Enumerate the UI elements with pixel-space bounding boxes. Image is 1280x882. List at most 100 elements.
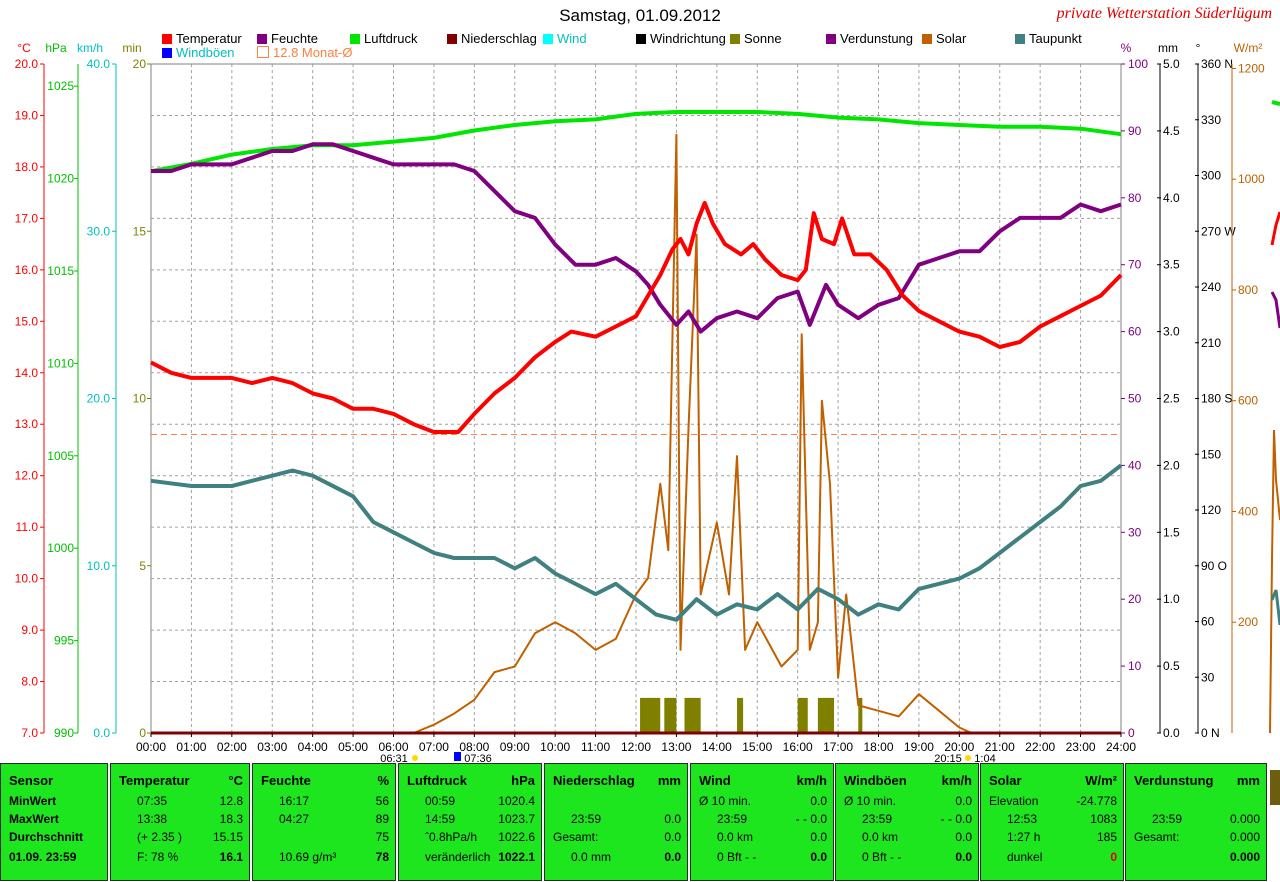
rain-tick-label: 2.0 xyxy=(1163,458,1180,472)
panel-row-value: 0.0 xyxy=(810,794,827,808)
x-tick-label: 16:00 xyxy=(783,740,813,754)
series-taupunkt xyxy=(150,463,1123,622)
panel-row-value: - - 0.0 xyxy=(940,812,972,826)
x-tick-label: 17:00 xyxy=(823,740,853,754)
humidity-tick-label: 70 xyxy=(1128,258,1142,272)
panel-niederschlag-row xyxy=(553,794,681,810)
solar-tick-label: 400 xyxy=(1238,504,1258,518)
x-tick-label: 08:00 xyxy=(459,740,489,754)
temp-unit-label: °C xyxy=(17,41,31,55)
rain-unit-label: mm xyxy=(1158,41,1178,55)
panel-sensor-head: Sensor xyxy=(9,773,54,788)
x-tick-label: 11:00 xyxy=(581,740,610,754)
direction-tick-label: 300 xyxy=(1201,169,1221,183)
x-tick-label: 09:00 xyxy=(500,740,530,754)
sunrise-label: 06:31 xyxy=(380,753,408,762)
panel-row-value: 0.0 xyxy=(955,794,972,808)
panel-windboeen-row: 0.0 km 0.0 xyxy=(844,830,972,846)
sonne-bar xyxy=(858,697,863,733)
legend-swatch xyxy=(1015,34,1025,44)
legend-label: Windböen xyxy=(176,45,235,60)
minutes-tick-label: 5 xyxy=(139,559,146,573)
panel-row-label: 14:59 xyxy=(425,812,456,826)
panel-niederschlag-row: Gesamt: 0.0 xyxy=(553,830,681,846)
x-tick-label: 24:00 xyxy=(1106,740,1136,754)
rain-tick-label: 0.5 xyxy=(1163,659,1180,673)
legend-label: Temperatur xyxy=(176,31,242,46)
sensor-row-avg: Durchschnitt xyxy=(9,830,84,844)
legend-label: Feuchte xyxy=(271,31,318,46)
x-tick-label: 18:00 xyxy=(863,740,893,754)
x-tick-label: 00:00 xyxy=(136,740,166,754)
legend-label: Windrichtung xyxy=(650,31,726,46)
panel-solar-row: 1:27 h 185 xyxy=(989,830,1117,846)
wind-tick-label: 20.0 xyxy=(87,392,111,406)
temp-tick-label: 16.0 xyxy=(15,263,39,277)
temp-tick-label: 20.0 xyxy=(15,57,39,71)
rain-tick-label: 4.5 xyxy=(1163,124,1180,138)
panel-head-label: Solar xyxy=(989,773,1022,788)
minutes-tick-label: 0 xyxy=(139,726,146,740)
panel-feuchte-row: 10.69 g/m³ 78 xyxy=(261,850,389,866)
panel-row-value: 0.0 xyxy=(664,830,681,844)
sonne-bar xyxy=(817,697,835,733)
pressure-unit-label: hPa xyxy=(45,41,67,55)
temp-tick-label: 14.0 xyxy=(15,366,39,380)
x-tick-label: 12:00 xyxy=(621,740,651,754)
panel-row-value: 1023.7 xyxy=(498,812,535,826)
panel-temperatur: Temperatur °C 07:35 12.8 13:38 18.3 (+ 2.35 ) 1… xyxy=(110,763,250,881)
legend-item-solar: Solar xyxy=(922,32,966,46)
panel-row-value: 0.0 xyxy=(810,850,827,864)
panel-row-label: 23:59 xyxy=(862,812,893,826)
panel-head-label: Windböen xyxy=(844,773,907,788)
direction-tick-label: 90 O xyxy=(1201,559,1227,573)
panel-head-unit: mm xyxy=(657,773,681,788)
panel-verdunstung-row: 0.000 xyxy=(1134,850,1260,866)
panel-temperatur-head: Temperatur °C xyxy=(119,773,243,788)
x-tick-label: 04:00 xyxy=(298,740,328,754)
noon-marker xyxy=(454,752,461,761)
side-scroll-handle[interactable] xyxy=(1270,770,1280,805)
rain-tick-label: 5.0 xyxy=(1163,57,1180,71)
panel-niederschlag-row: 0.0 mm 0.0 xyxy=(553,850,681,866)
direction-tick-label: 180 S xyxy=(1201,392,1232,406)
panel-row-value: 15.15 xyxy=(212,830,243,844)
panel-feuchte-row: 04:27 89 xyxy=(261,812,389,828)
legend-item-wind: Wind xyxy=(543,32,587,46)
wind-tick-label: 10.0 xyxy=(87,559,111,573)
panel-wind-row: 23:59 - - 0.0 xyxy=(699,812,827,828)
x-tick-label: 13:00 xyxy=(661,740,691,754)
direction-tick-label: 240 xyxy=(1201,280,1221,294)
panel-row-value: 56 xyxy=(375,794,389,808)
panel-luftdruck: Luftdruck hPa 00:59 1020.4 14:59 1023.7 ˆ0.8hP… xyxy=(398,763,542,881)
panel-luftdruck-row: 00:59 1020.4 xyxy=(407,794,535,810)
pressure-tick-label: 1015 xyxy=(47,264,74,278)
sonne-bar xyxy=(640,697,661,733)
panel-head-unit: °C xyxy=(228,773,243,788)
direction-tick-label: 0 N xyxy=(1201,726,1220,740)
panel-row-label: (+ 2.35 ) xyxy=(137,830,183,844)
pressure-tick-label: 990 xyxy=(54,726,74,740)
panel-head-unit: W/m² xyxy=(1085,773,1117,788)
sonne-bar xyxy=(684,697,701,733)
panel-head-unit: hPa xyxy=(511,773,535,788)
panel-head-unit: km/h xyxy=(941,773,972,788)
panel-row-label: ˆ0.8hPa/h xyxy=(425,830,478,844)
panel-windboeen-row: 0 Bft - - 0.0 xyxy=(844,850,972,866)
x-tick-label: 15:00 xyxy=(742,740,772,754)
wind-unit-label: km/h xyxy=(77,41,103,55)
panel-row-label: Gesamt: xyxy=(553,830,599,844)
panel-row-value: -24.778 xyxy=(1076,794,1117,808)
legend-item-windrichtung: Windrichtung xyxy=(636,32,726,46)
minutes-tick-label: 20 xyxy=(133,57,147,71)
temp-tick-label: 7.0 xyxy=(21,726,38,740)
panel-wind: Wind km/h Ø 10 min. 0.0 23:59- - 0.0 0.0 km 0.… xyxy=(690,763,834,881)
panel-row-label: 12:53 xyxy=(1007,812,1038,826)
sensor-row-current: 01.09. 23:59 xyxy=(9,850,77,864)
pressure-tick-label: 1010 xyxy=(47,356,74,370)
panel-row-label: Ø 10 min. xyxy=(699,794,752,808)
panel-row-value: 185 xyxy=(1096,830,1117,844)
panel-row-value: 12.8 xyxy=(219,794,243,808)
noon-mark-label: 07:36 xyxy=(464,753,492,762)
x-tick-label: 23:00 xyxy=(1066,740,1096,754)
